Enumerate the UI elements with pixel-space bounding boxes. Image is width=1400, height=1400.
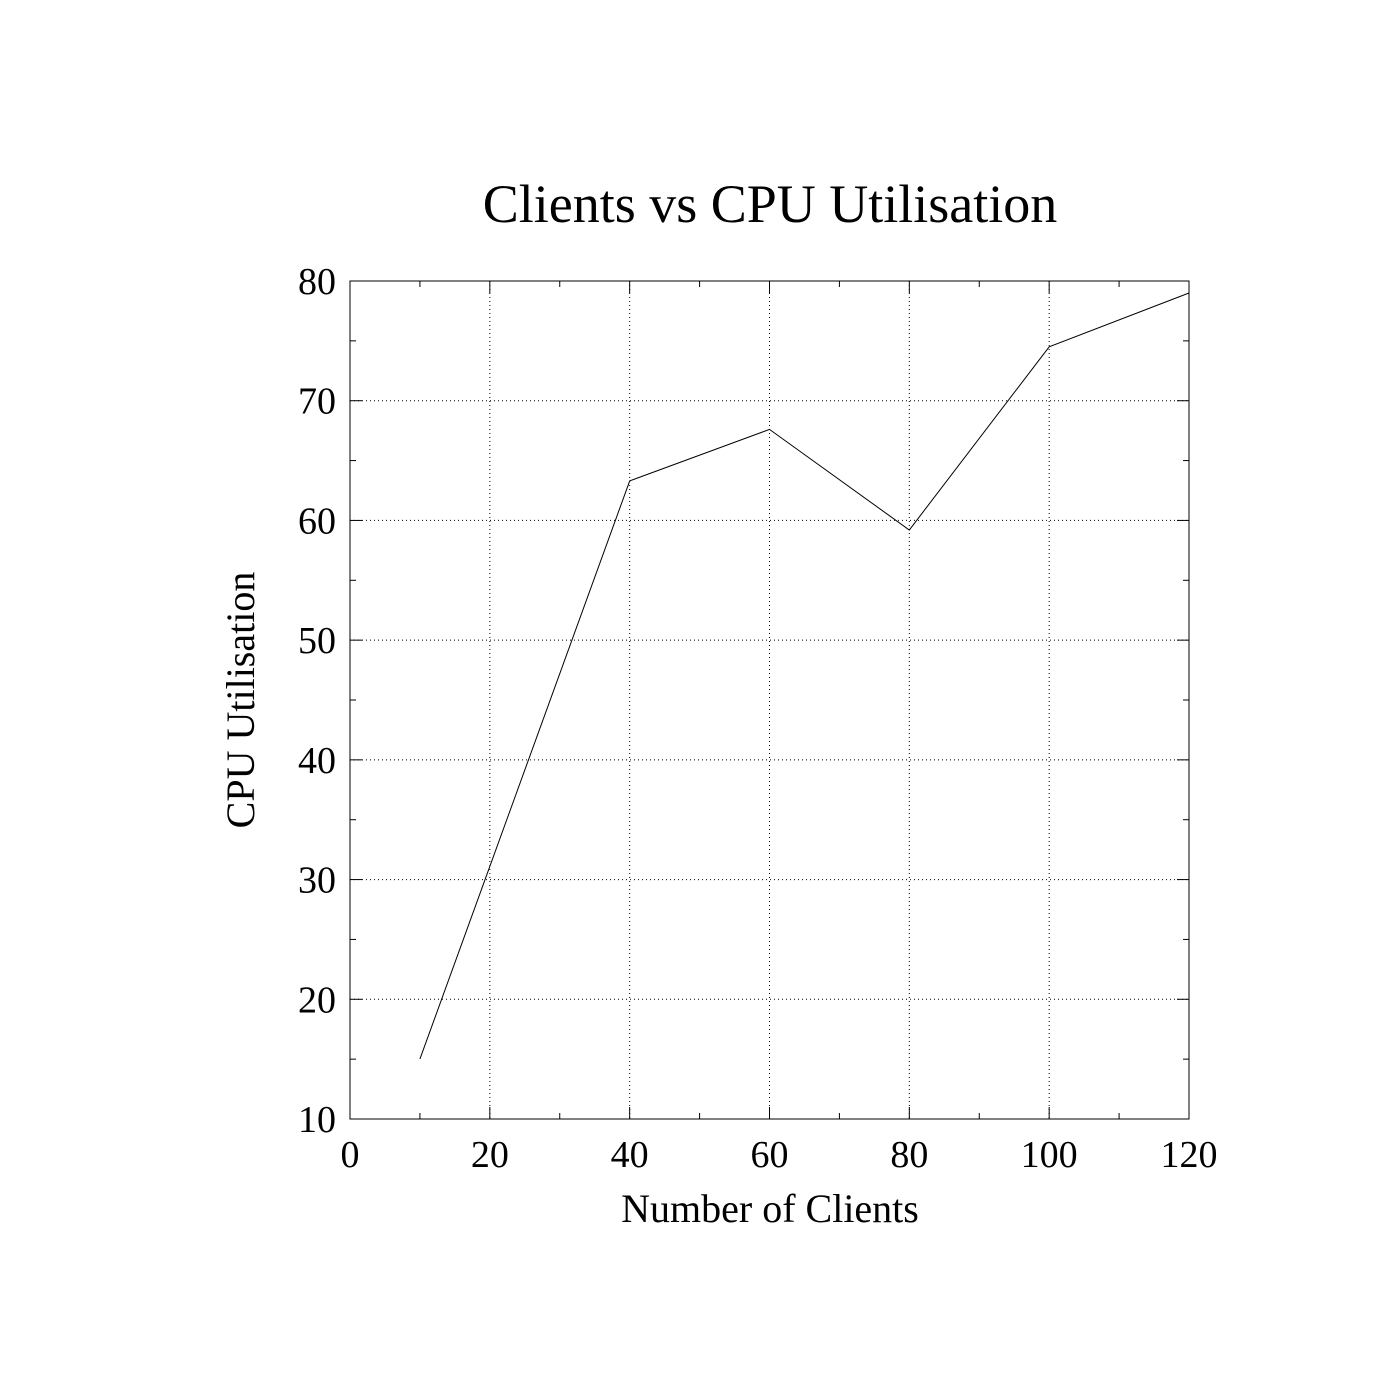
x-tick-label: 0 [341,1134,360,1176]
y-tick-label: 40 [298,740,336,782]
x-tick-label: 60 [751,1134,789,1176]
x-axis-label: Number of Clients [621,1186,919,1231]
chart-title: Clients vs CPU Utilisation [483,174,1058,234]
x-tick-label: 100 [1021,1134,1078,1176]
plot-frame [349,280,1190,1120]
y-tick-label: 30 [298,860,336,902]
x-tick-label: 80 [890,1134,928,1176]
series-line [419,292,1190,1060]
x-tick-label: 40 [611,1134,649,1176]
series-layer [419,292,1190,1060]
label-layer: 0 20 40 60 80 100 120 10 20 30 40 50 60 70 80 [298,261,1218,1176]
x-tick-label: 20 [471,1134,509,1176]
y-tick-label: 50 [298,620,336,662]
y-tick-label: 80 [298,261,336,303]
y-axis-label: CPU Utilisation [218,572,263,829]
y-tick-label: 70 [298,381,336,423]
y-tick-label: 20 [298,979,336,1021]
y-tick-label: 10 [298,1099,336,1141]
y-tick-label: 60 [298,500,336,542]
x-tick-label: 120 [1161,1134,1218,1176]
